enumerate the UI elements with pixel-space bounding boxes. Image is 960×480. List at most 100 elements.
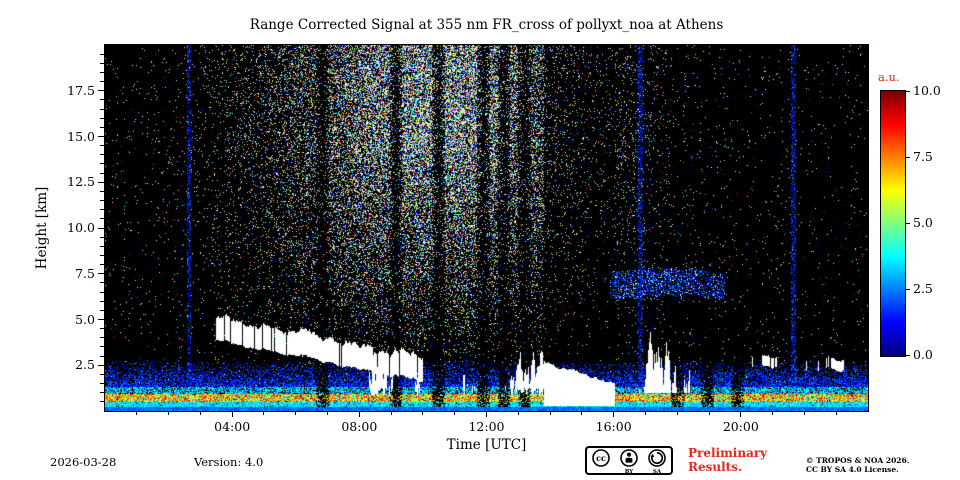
y-minor-tick — [100, 218, 104, 220]
y-minor-tick — [100, 383, 104, 385]
y-minor-tick — [100, 53, 104, 55]
y-minor-tick — [100, 126, 104, 128]
x-tick-label: 08:00 — [341, 419, 378, 434]
x-major-tick — [358, 412, 360, 417]
y-minor-tick — [100, 346, 104, 348]
y-minor-tick — [100, 62, 104, 64]
y-minor-tick — [100, 190, 104, 192]
y-minor-tick — [100, 392, 104, 394]
y-tick-label: 7.5 — [75, 265, 95, 281]
copyright-line1: © TROPOS & NOA 2026. — [806, 456, 910, 465]
x-minor-tick — [772, 412, 774, 415]
colorbar-tick — [906, 354, 910, 356]
colorbar-tick — [906, 90, 910, 92]
y-tick-label: 17.5 — [67, 82, 95, 98]
x-minor-tick — [581, 412, 583, 415]
y-minor-tick — [100, 209, 104, 211]
y-minor-tick — [100, 117, 104, 119]
x-major-tick — [486, 412, 487, 417]
colorbar-tick-label: 5.0 — [913, 215, 933, 230]
by-person-icon: BY — [620, 449, 638, 475]
y-major-tick — [98, 136, 104, 137]
y-minor-tick — [100, 163, 104, 165]
y-minor-tick — [100, 328, 104, 330]
y-minor-tick — [100, 71, 104, 73]
x-minor-tick — [422, 412, 424, 415]
x-axis-label: Time [UTC] — [446, 437, 527, 453]
x-minor-tick — [454, 412, 456, 415]
colorbar-tick — [906, 288, 910, 290]
y-minor-tick — [100, 401, 104, 403]
y-minor-tick — [100, 373, 104, 375]
colorbar-canvas — [881, 91, 905, 356]
x-tick-label: 12:00 — [468, 419, 505, 434]
y-tick-label: 12.5 — [67, 174, 95, 190]
x-minor-tick — [676, 412, 678, 415]
colorbar-tick-label: 0.0 — [913, 347, 933, 362]
x-minor-tick — [168, 412, 170, 415]
y-minor-tick — [100, 154, 104, 156]
heatmap-canvas — [105, 45, 868, 411]
x-minor-tick — [803, 412, 805, 415]
x-tick-label: 16:00 — [595, 419, 632, 434]
x-minor-tick — [517, 412, 519, 415]
y-minor-tick — [100, 355, 104, 357]
x-major-tick — [740, 412, 742, 417]
preliminary-results: Preliminary Results. — [688, 446, 768, 474]
y-minor-tick — [100, 291, 104, 293]
y-minor-tick — [100, 282, 104, 284]
x-minor-tick — [390, 412, 392, 415]
y-tick-label: 5.0 — [75, 311, 95, 327]
cc-license-badge: cc BY SA — [585, 446, 673, 475]
colorbar — [880, 90, 906, 357]
y-minor-tick — [100, 264, 104, 266]
sa-arrow-icon: SA — [648, 449, 666, 475]
preliminary-line2: Results. — [688, 459, 743, 474]
version-label: Version: 4.0 — [194, 455, 264, 469]
y-minor-tick — [100, 108, 104, 110]
x-minor-tick — [835, 412, 837, 415]
y-tick-label: 15.0 — [67, 128, 95, 144]
x-minor-tick — [295, 412, 297, 415]
x-minor-tick — [549, 412, 551, 415]
x-tick-label: 04:00 — [214, 419, 251, 434]
x-minor-tick — [263, 412, 265, 415]
colorbar-label: a.u. — [878, 70, 900, 84]
colorbar-tick — [906, 156, 910, 158]
x-minor-tick — [708, 412, 710, 415]
x-minor-tick — [136, 412, 138, 415]
copyright-line2: CC BY SA 4.0 License. — [806, 465, 899, 474]
y-minor-tick — [100, 145, 104, 147]
svg-text:cc: cc — [596, 453, 606, 463]
colorbar-tick — [906, 222, 910, 224]
y-minor-tick — [100, 300, 104, 302]
y-minor-tick — [100, 99, 104, 101]
y-major-tick — [98, 319, 104, 320]
y-major-tick — [98, 227, 104, 229]
preliminary-line1: Preliminary — [688, 446, 768, 460]
y-minor-tick — [100, 309, 104, 311]
colorbar-tick-label: 7.5 — [913, 149, 933, 164]
copyright-notice: © TROPOS & NOA 2026. CC BY SA 4.0 Licens… — [806, 456, 909, 474]
y-minor-tick — [100, 337, 104, 339]
y-minor-tick — [100, 172, 104, 174]
y-tick-label: 2.5 — [75, 357, 95, 373]
y-major-tick — [98, 273, 104, 275]
y-tick-label: 10.0 — [67, 220, 95, 235]
y-minor-tick — [100, 245, 104, 247]
y-minor-tick — [100, 236, 104, 238]
x-major-tick — [231, 412, 233, 417]
cc-icon: cc — [592, 449, 610, 467]
x-major-tick — [613, 412, 615, 417]
svg-text:SA: SA — [653, 469, 662, 475]
y-minor-tick — [100, 254, 104, 256]
y-major-tick — [98, 364, 104, 366]
x-tick-label: 20:00 — [722, 419, 759, 434]
x-minor-tick — [327, 412, 329, 415]
plot-area — [104, 44, 869, 412]
x-minor-tick — [644, 412, 646, 415]
chart-title: Range Corrected Signal at 355 nm FR_cros… — [249, 17, 724, 33]
y-minor-tick — [100, 200, 104, 202]
svg-text:BY: BY — [625, 469, 634, 475]
